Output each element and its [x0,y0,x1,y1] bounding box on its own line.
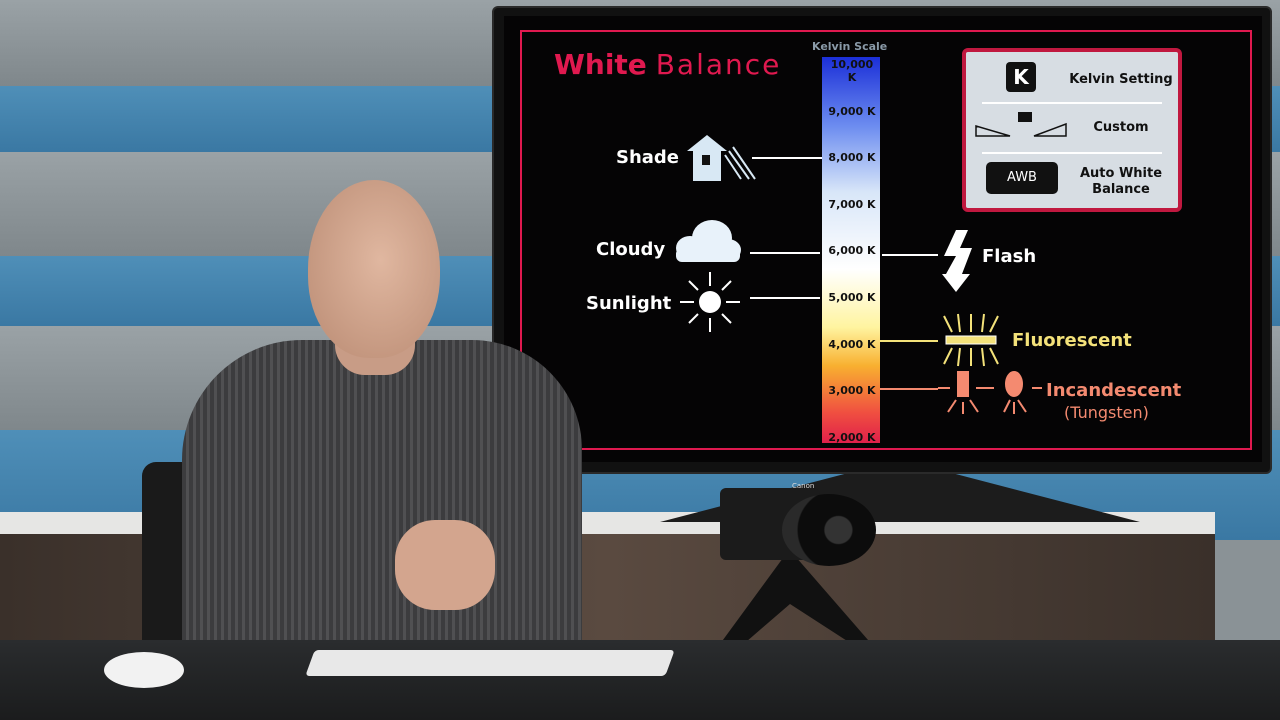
kelvin-tick-label: 10,000 K [830,58,874,84]
cloudy-label: Cloudy [596,239,666,260]
flash-icon [942,230,972,292]
kelvin-tick-label: 6,000 K [828,244,876,258]
incandescent-label: Incandescent [1046,380,1182,401]
awb-label-line1: Auto White [1079,166,1163,181]
incandescent-line [880,388,938,390]
kelvin-tick-label: 5,000 K [828,291,876,304]
person-torso [182,340,582,670]
title-word-balance: Balance [655,48,782,81]
person-hands [395,520,495,610]
shade-icon [687,135,756,181]
kelvin-tick-label: 3,000 K [828,384,876,398]
kelvin-tick-label: 9,000 K [828,104,876,118]
title-word-white: White [554,48,647,81]
slide-title: White Balance [554,48,781,81]
kelvin-scale-title: Kelvin Scale [812,40,888,53]
kelvin-setting-label: Kelvin Setting [1069,72,1173,87]
kelvin-tick-label: 8,000 K [828,151,876,165]
cloud-icon [676,220,741,262]
shade-label: Shade [616,147,680,168]
camera-lens [782,494,876,566]
awb-label-line2: Balance [1092,182,1150,197]
slide-frame [520,30,1252,450]
fluorescent-tube-icon [943,313,999,367]
kelvin-gradient-bar [822,57,880,443]
custom-wb-icon [975,112,1067,137]
custom-label: Custom [1093,120,1149,135]
person-head [308,180,440,358]
sunlight-label: Sunlight [586,293,672,314]
tungsten-label: (Tungsten) [1064,403,1149,422]
kelvin-tick-label: 4,000 K [828,337,876,351]
awb-icon: AWB [986,162,1058,194]
tungsten-bulb-icons [938,371,1042,414]
legend-divider [982,102,1162,104]
sunlight-line [750,297,820,299]
fluorescent-label: Fluorescent [1012,330,1132,351]
flash-label: Flash [982,246,1037,267]
wb-mode-legend: K Kelvin Setting Custom AWB Auto White B… [962,48,1182,212]
camera-brand: Canon [792,482,815,490]
cloudy-line [750,252,820,254]
keyboard [305,650,675,676]
flash-line [882,254,938,256]
legend-divider [982,152,1162,154]
fluorescent-line [880,340,938,342]
sun-icon [680,272,740,332]
kelvin-tick-label: 7,000 K [828,197,876,211]
mouse [104,652,184,688]
kelvin-k-icon: K [1006,62,1036,92]
shade-line [752,157,822,159]
kelvin-tick-label: 2,000 K [828,430,876,444]
awb-label: Auto White Balance [1066,166,1176,198]
